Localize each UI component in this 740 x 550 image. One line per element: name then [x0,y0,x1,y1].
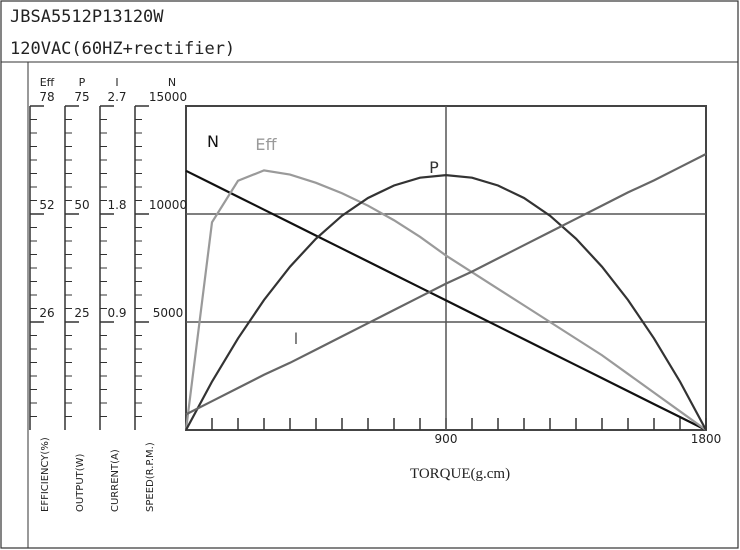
series-line [185,153,707,416]
y-tick-label: 5000 [153,306,184,320]
left-axis-label: SPEED(R.P.M.) [145,442,156,512]
x-tick-label: 1800 [691,432,722,446]
series-label: P [429,158,439,177]
left-axis-name: N [168,76,176,89]
left-axis-label: CURRENT(A) [110,449,121,512]
y-tick-label: 78 [39,90,54,104]
series-line [185,174,707,431]
left-axis-label: OUTPUT(W) [75,453,86,512]
y-tick-label: 10000 [149,198,187,212]
series-label: I [294,329,299,348]
left-axis-label: EFFICIENCY(%) [40,437,51,512]
chart-subtitle: 120VAC(60HZ+rectifier) [10,39,235,59]
series-label: N [207,132,219,151]
chart-title: JBSA5512P13120W [10,7,164,27]
left-axis-name: P [79,76,86,89]
left-axis-name: I [115,76,118,89]
series-label: Eff [255,135,277,154]
x-axis-title: TORQUE(g.cm) [410,466,510,482]
left-axis-name: Eff [40,76,55,89]
y-tick-label: 2.7 [107,90,126,104]
y-tick-label: 0.9 [107,306,126,320]
y-tick-label: 26 [39,306,54,320]
y-tick-label: 52 [39,198,54,212]
series-line [185,169,707,431]
y-tick-label: 50 [74,198,89,212]
y-tick-label: 75 [74,90,89,104]
series-line [184,169,707,431]
y-tick-label: 1.8 [107,198,126,212]
x-tick-label: 900 [435,432,458,446]
y-tick-label: 15000 [149,90,187,104]
y-tick-label: 25 [74,306,89,320]
